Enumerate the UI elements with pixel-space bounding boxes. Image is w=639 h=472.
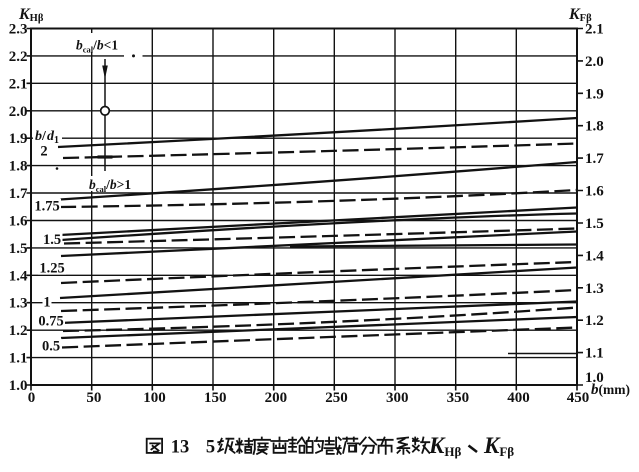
- svg-text:KFβ: KFβ: [483, 433, 514, 459]
- svg-text:2: 2: [40, 144, 47, 160]
- svg-text:250: 250: [325, 390, 348, 406]
- svg-text:1.1: 1.1: [9, 351, 28, 367]
- svg-text:1: 1: [54, 135, 59, 146]
- svg-text:13: 13: [171, 438, 190, 458]
- svg-text:d: d: [47, 129, 55, 144]
- svg-text:150: 150: [204, 390, 227, 406]
- svg-text:0: 0: [28, 390, 36, 406]
- svg-text:2.2: 2.2: [9, 49, 28, 65]
- svg-text:1.2: 1.2: [9, 323, 28, 339]
- svg-text:b(mm): b(mm): [591, 382, 630, 398]
- svg-text:0.75: 0.75: [38, 314, 63, 330]
- svg-text:450: 450: [567, 390, 590, 406]
- svg-text:2.1: 2.1: [9, 76, 28, 92]
- svg-text:1.6: 1.6: [9, 213, 28, 229]
- svg-text:1.75: 1.75: [34, 199, 59, 215]
- svg-text:1.0: 1.0: [585, 370, 604, 386]
- svg-text:1: 1: [43, 295, 50, 311]
- svg-text:1.7: 1.7: [585, 151, 604, 167]
- svg-text:300: 300: [386, 390, 409, 406]
- svg-text:1.1: 1.1: [585, 346, 604, 362]
- svg-text:/: /: [41, 129, 47, 144]
- svg-text:1.8: 1.8: [9, 159, 28, 175]
- svg-text:1.5: 1.5: [43, 232, 61, 248]
- svg-text:1.2: 1.2: [585, 313, 604, 329]
- svg-text:1.9: 1.9: [9, 131, 28, 147]
- svg-text:200: 200: [265, 390, 288, 406]
- svg-text:350: 350: [447, 390, 470, 406]
- svg-text:1.5: 1.5: [585, 216, 604, 232]
- svg-text:b: b: [35, 129, 42, 144]
- svg-text:1.0: 1.0: [9, 378, 28, 394]
- svg-text:1.4: 1.4: [585, 248, 604, 264]
- svg-text:1.3: 1.3: [585, 281, 604, 297]
- svg-text:2.1: 2.1: [585, 22, 604, 38]
- svg-text:400: 400: [507, 390, 530, 406]
- svg-text:1.6: 1.6: [585, 184, 604, 200]
- svg-text:2.3: 2.3: [9, 22, 28, 38]
- svg-text:2.0: 2.0: [9, 104, 28, 120]
- svg-text:1.4: 1.4: [9, 268, 28, 284]
- svg-text:2.0: 2.0: [585, 54, 604, 70]
- svg-text:1.25: 1.25: [39, 261, 64, 277]
- svg-text:50: 50: [86, 390, 101, 406]
- svg-text:1.7: 1.7: [9, 186, 28, 202]
- svg-text:5: 5: [206, 438, 215, 458]
- svg-text:1.9: 1.9: [585, 86, 604, 102]
- svg-text:bcal/b<1: bcal/b<1: [76, 38, 118, 55]
- svg-text:1.8: 1.8: [585, 119, 604, 135]
- svg-text:bcal/b>1: bcal/b>1: [89, 177, 131, 194]
- svg-text:100: 100: [143, 390, 166, 406]
- svg-text:1.5: 1.5: [9, 241, 28, 257]
- svg-text:0.5: 0.5: [42, 339, 60, 355]
- svg-text:1.3: 1.3: [9, 296, 28, 312]
